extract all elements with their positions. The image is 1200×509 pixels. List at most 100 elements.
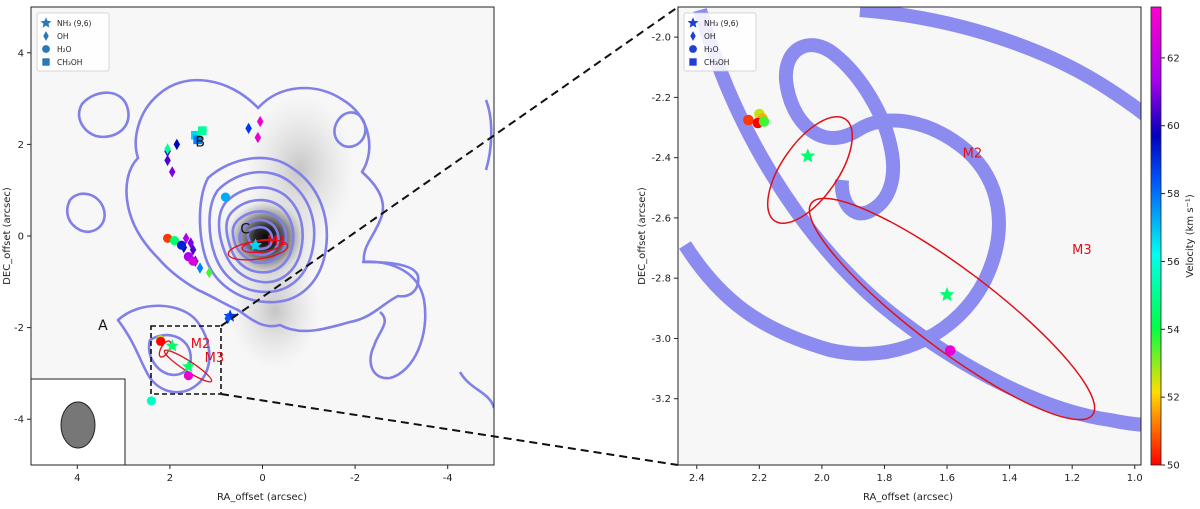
left-legend-star-icon [40, 17, 52, 28]
contour-level-6 [231, 210, 288, 264]
contour-far-west [484, 99, 493, 171]
contour-far-sw [458, 371, 494, 409]
left-maser-square-30 [191, 130, 200, 140]
zoom-box [150, 325, 222, 395]
colorbar-tick-label: 54 [1167, 325, 1180, 336]
colorbar-tick-label: 60 [1167, 121, 1180, 132]
left-maser-star-0 [249, 238, 262, 251]
contour-level-7 [238, 218, 280, 257]
right-y-tick-label: -2.6 [651, 213, 671, 224]
left-legend-diamond-icon [43, 31, 49, 41]
left-maser-diamond-6 [164, 154, 171, 167]
left-maser-circle-28 [183, 371, 194, 381]
contour-lines [66, 78, 494, 409]
zoom-contour-loop [679, 38, 1006, 361]
left-maser-star-1 [165, 339, 179, 352]
right-plot-frame [677, 6, 1142, 466]
contour-level-3 [208, 170, 316, 294]
left-maser-square-32 [193, 135, 202, 145]
right-legend-label: H₂O [704, 45, 719, 54]
right-x-tick-label: 1.0 [1127, 473, 1143, 484]
right-y-tick-label: -2.2 [651, 93, 671, 104]
right-x-tick-label: 2.2 [751, 473, 767, 484]
right-maser-star-1 [939, 287, 955, 302]
left-annotation-m2: M2 [191, 337, 211, 352]
right-annotation-m3: M3 [1072, 243, 1092, 258]
contour-nw-blob [333, 111, 367, 149]
left-annotation-m3: M3 [205, 351, 225, 366]
left-x-tick-label: 4 [74, 473, 80, 484]
left-maser-diamond-5 [173, 138, 181, 151]
colorbar-tick-label: 58 [1167, 189, 1180, 200]
m1-ellipse-inner [241, 238, 283, 254]
contour-west-arm [361, 260, 427, 380]
zoom-connector-top [220, 6, 679, 327]
right-plot-background [678, 7, 1141, 465]
contour-level-5 [225, 198, 295, 274]
right-x-tick-label: 1.2 [1064, 473, 1080, 484]
contour-south-a [116, 304, 211, 394]
left-y-tick-label: 2 [18, 140, 24, 151]
m2-zoom-ellipse [766, 115, 854, 225]
left-maser-circle-29 [146, 396, 156, 406]
right-y-tick-label: -3.2 [651, 394, 671, 405]
left-y-tick-label: -2 [14, 323, 24, 334]
colorbar-tick-label: 50 [1167, 461, 1180, 472]
right-maser-circle-6 [758, 116, 770, 127]
left-maser-diamond-13 [187, 237, 194, 249]
left-maser-circle-20 [162, 233, 173, 243]
left-x-tick-label: 2 [167, 473, 173, 484]
left-legend: NH₃ (9,6) OH H₂O CH₃OH [36, 12, 110, 72]
left-legend-label: H₂O [57, 45, 72, 54]
right-legend-box [683, 12, 757, 72]
left-maser-diamond-10 [254, 131, 262, 144]
left-annotation-b: B [195, 135, 205, 151]
left-legend-box [36, 12, 110, 72]
colorbar-gradient [1150, 6, 1162, 466]
left-maser-diamond-9 [256, 115, 264, 128]
right-legend-star-icon [687, 17, 699, 28]
left-x-axis-label: RA_offset (arcsec) [217, 492, 307, 503]
left-x-tick-label: -4 [443, 473, 453, 484]
right-legend-label: OH [704, 32, 716, 41]
left-y-tick-label: 0 [18, 232, 24, 243]
right-legend: NH₃ (9,6) OH H₂O CH₃OH [683, 12, 757, 72]
right-annotation-m2: M2 [963, 147, 983, 162]
left-x-tick-label: -2 [350, 473, 360, 484]
colorbar-tick-label: 56 [1167, 257, 1180, 268]
left-maser-diamond-17 [196, 262, 204, 274]
left-maser-square-31 [197, 126, 207, 135]
left-legend-square-icon [42, 58, 50, 66]
left-maser-diamond-12 [182, 232, 190, 244]
left-maser-diamond-18 [206, 266, 213, 279]
left-x-tick-label: 0 [259, 473, 265, 484]
left-annotation-a: A [98, 318, 108, 334]
contour-level-8 [246, 225, 274, 251]
right-legend-label: CH₃OH [704, 58, 729, 67]
contour-east-blob [66, 192, 106, 233]
right-ticks: 2.4 2.2 2.0 1.8 1.6 1.4 1.2 1.0 -2.0 -2.2 -2.4 -2.6… [651, 33, 1142, 484]
colorbar-tick-label: 52 [1167, 393, 1180, 404]
left-ticks: 4 2 0 -2 -4 4 2 0 -2 -4 [14, 48, 453, 484]
right-maser-star-0 [800, 148, 816, 163]
right-y-axis-label: DEC_offset (arcsec) [637, 187, 648, 285]
left-maser-circle-22 [176, 240, 187, 250]
colorbar-label: Velocity (km s⁻¹) [1185, 194, 1196, 278]
left-annotation-c: C [240, 222, 250, 238]
right-maser-circle-7 [944, 345, 956, 356]
left-maser-circle-21 [169, 235, 180, 246]
velocity-colorbar: 50 52 54 56 58 60 62 Velocity (km s⁻¹) [1150, 6, 1196, 472]
right-x-tick-label: 2.4 [689, 473, 705, 484]
contour-level-4 [217, 186, 304, 284]
right-x-tick-label: 1.6 [939, 473, 955, 484]
left-y-axis-label: DEC_offset (arcsec) [2, 187, 13, 285]
m3-zoom-ellipse [808, 197, 1096, 421]
left-legend-label: NH₃ (9,6) [57, 19, 91, 28]
left-maser-star-2 [182, 359, 195, 372]
contour-level-2 [198, 156, 329, 304]
right-x-tick-label: 1.4 [1002, 473, 1018, 484]
beam-ellipse [60, 401, 96, 449]
right-x-tick-label: 2.0 [814, 473, 830, 484]
